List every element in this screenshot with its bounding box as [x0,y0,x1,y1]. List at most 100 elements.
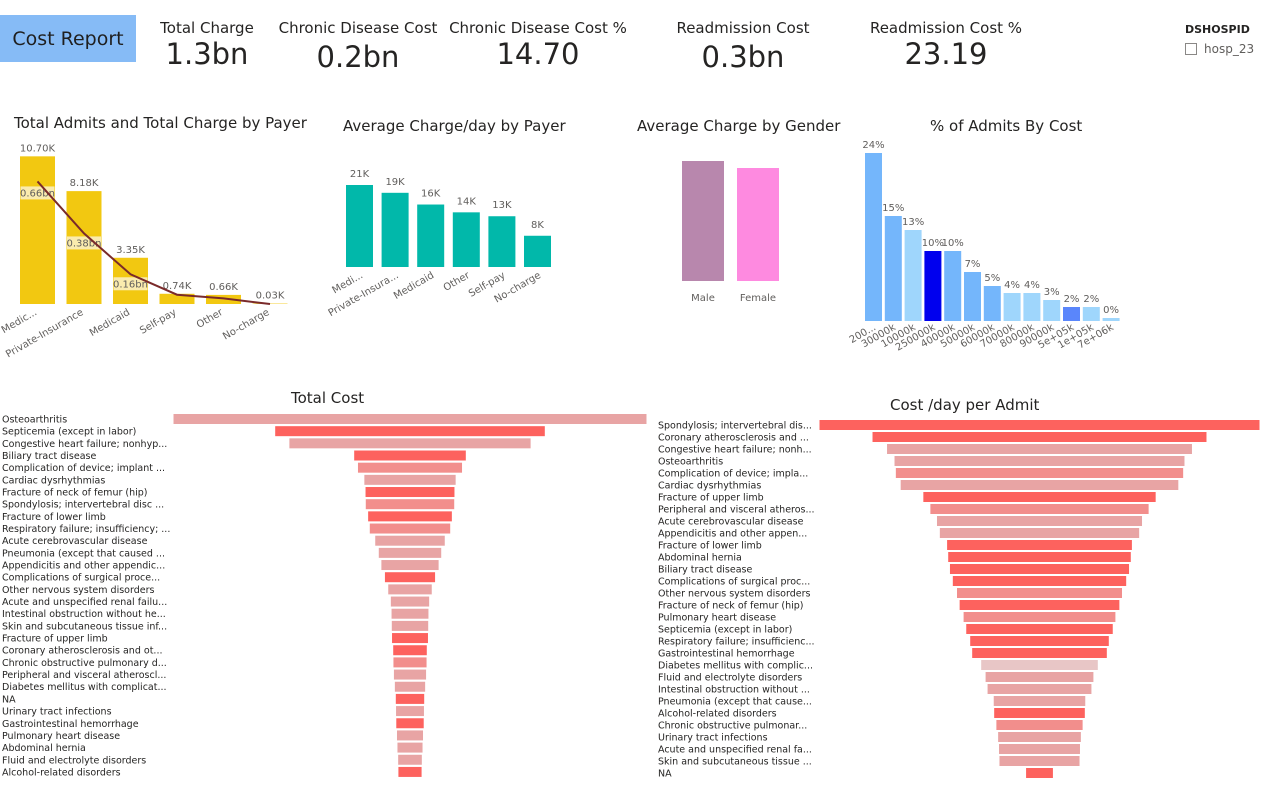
funnel-bar [391,620,429,631]
data-label: 0.66bn [20,188,55,199]
data-label: 8.18K [70,178,99,189]
kpi-readmission-cost: Readmission Cost 0.3bn [665,19,821,74]
chart-title-admits-charge-by-payer: Total Admits and Total Charge by Payer [14,114,307,132]
data-label: 24% [862,140,884,151]
data-label: 13K [492,200,512,211]
funnel-label: Abdominal hernia [2,743,86,754]
funnel-bar [388,584,432,595]
funnel-bar [959,600,1120,610]
funnel-label: Complications of surgical proc... [658,577,810,588]
funnel-label: Coronary atherosclerosis and ot... [2,646,162,657]
funnel-label: Diabetes mellitus with complic... [658,661,813,672]
bar-gender [737,168,779,281]
funnel-bar [887,444,1192,454]
data-label: 2% [1083,294,1099,305]
funnel-label: Urinary tract infections [2,707,112,718]
funnel-bar [981,660,1098,670]
slicer-item-hosp[interactable]: hosp_23 [1185,42,1254,56]
bar-admits [20,156,55,304]
data-label: 10% [942,238,964,249]
funnel-bar [390,596,430,607]
funnel-label: Chronic obstructive pulmonary d... [2,658,167,669]
bar-pct-admits [1003,293,1021,321]
funnel-bar [396,730,424,741]
funnel-bar [930,504,1149,514]
category-label: Medicaid [88,307,132,339]
funnel-label: Alcohol-related disorders [2,767,121,778]
funnel-label: Fracture of upper limb [2,634,108,645]
funnel-bar [972,648,1107,658]
funnel-bar [369,523,451,534]
kpi-value: 1.3bn [165,37,249,71]
funnel-bar [939,528,1140,538]
bar-pct-admits [1063,307,1080,321]
category-label: Other [195,307,226,331]
charge-line [36,180,271,305]
category-label: Medicaid [392,270,436,302]
kpi-readmission-cost-pct: Readmission Cost % 23.19 [860,19,1032,71]
funnel-label: Chronic obstructive pulmonar... [658,721,807,732]
funnel-bar [952,576,1127,586]
bar-avg-charge [452,212,480,267]
chart-title-avg-charge-per-day: Average Charge/day by Payer [343,117,566,135]
data-label: 2% [1064,294,1080,305]
bar-avg-charge [417,204,445,267]
data-label: 3% [1044,287,1060,298]
funnel-label: Fracture of upper limb [658,493,764,504]
kpi-value: 0.2bn [316,40,400,74]
funnel-label: Pneumonia (except that cause... [658,697,812,708]
admits-charge-by-payer-chart: 10.70K Medic... 8.18K Private-Insurance 3.35… [0,143,288,360]
kpi-total-charge: Total Charge 1.3bn [150,19,264,71]
data-label: 4% [1024,280,1040,291]
funnel-label: Abdominal hernia [658,553,742,564]
funnel-label: Osteoarthritis [2,415,67,426]
data-label: 0.03K [256,291,285,302]
avg-charge-per-day-chart: 21KMedi...19KPrivate-Insura...16KMedicai… [327,169,551,319]
funnel-label: Biliary tract disease [2,451,96,462]
funnel-label: Coronary atherosclerosis and ... [658,433,809,444]
funnel-label: Acute cerebrovascular disease [2,536,148,547]
funnel-bar [987,684,1092,694]
funnel-label: Respiratory failure; insufficienc... [658,637,815,648]
funnel-label: Urinary tract infections [658,733,768,744]
funnel-label: Cardiac dysrhythmias [2,475,105,486]
bar-admits [206,294,241,304]
funnel-label: Pneumonia (except that caused ... [2,548,165,559]
kpi-chronic-disease-cost-pct: Chronic Disease Cost % 14.70 [448,19,628,71]
category-label: Female [740,293,776,304]
bar-gender [682,161,724,281]
hospital-slicer: DSHOSPID hosp_23 [1185,23,1254,56]
funnel-bar [993,696,1086,706]
funnel-label: Complication of device; implant ... [2,463,165,474]
funnel-label: Intestinal obstruction without ... [658,685,810,696]
data-label: 0.66K [209,282,238,293]
funnel-label: Fracture of lower limb [658,541,762,552]
avg-charge-by-gender-chart: Male Female [682,161,779,304]
data-label: 21K [350,169,370,180]
funnel-label: Alcohol-related disorders [658,709,777,720]
funnel-label: Spondylosis; intervertebral disc ... [2,500,164,511]
bar-pct-admits [865,153,882,321]
funnel-label: Skin and subcutaneous tissue inf... [2,621,167,632]
cost-report-button[interactable]: Cost Report [0,15,136,62]
funnel-label: Spondylosis; intervertebral dis... [658,421,812,432]
funnel-label: Congestive heart failure; nonh... [658,445,812,456]
kpi-value: 23.19 [904,37,988,71]
data-label: 3.35K [116,245,145,256]
bar-avg-charge [524,235,551,267]
checkbox-icon[interactable] [1185,43,1197,55]
data-label: 7% [965,259,981,270]
funnel-label: Intestinal obstruction without he... [2,609,166,620]
funnel-bar [393,645,427,656]
funnel-bar [998,732,1081,742]
kpi-label: Readmission Cost [676,19,810,37]
funnel-bar [949,564,1130,574]
funnel-label: Septicemia (except in labor) [2,427,136,438]
funnel-label: Congestive heart failure; nonhyp... [2,439,167,450]
funnel-bar [999,744,1080,754]
bar-avg-charge [381,192,409,267]
kpi-label: Readmission Cost % [869,19,1023,37]
kpi-chronic-disease-cost: Chronic Disease Cost 0.2bn [277,19,439,74]
bar-pct-admits [983,286,1001,321]
funnel-bar [970,636,1109,646]
